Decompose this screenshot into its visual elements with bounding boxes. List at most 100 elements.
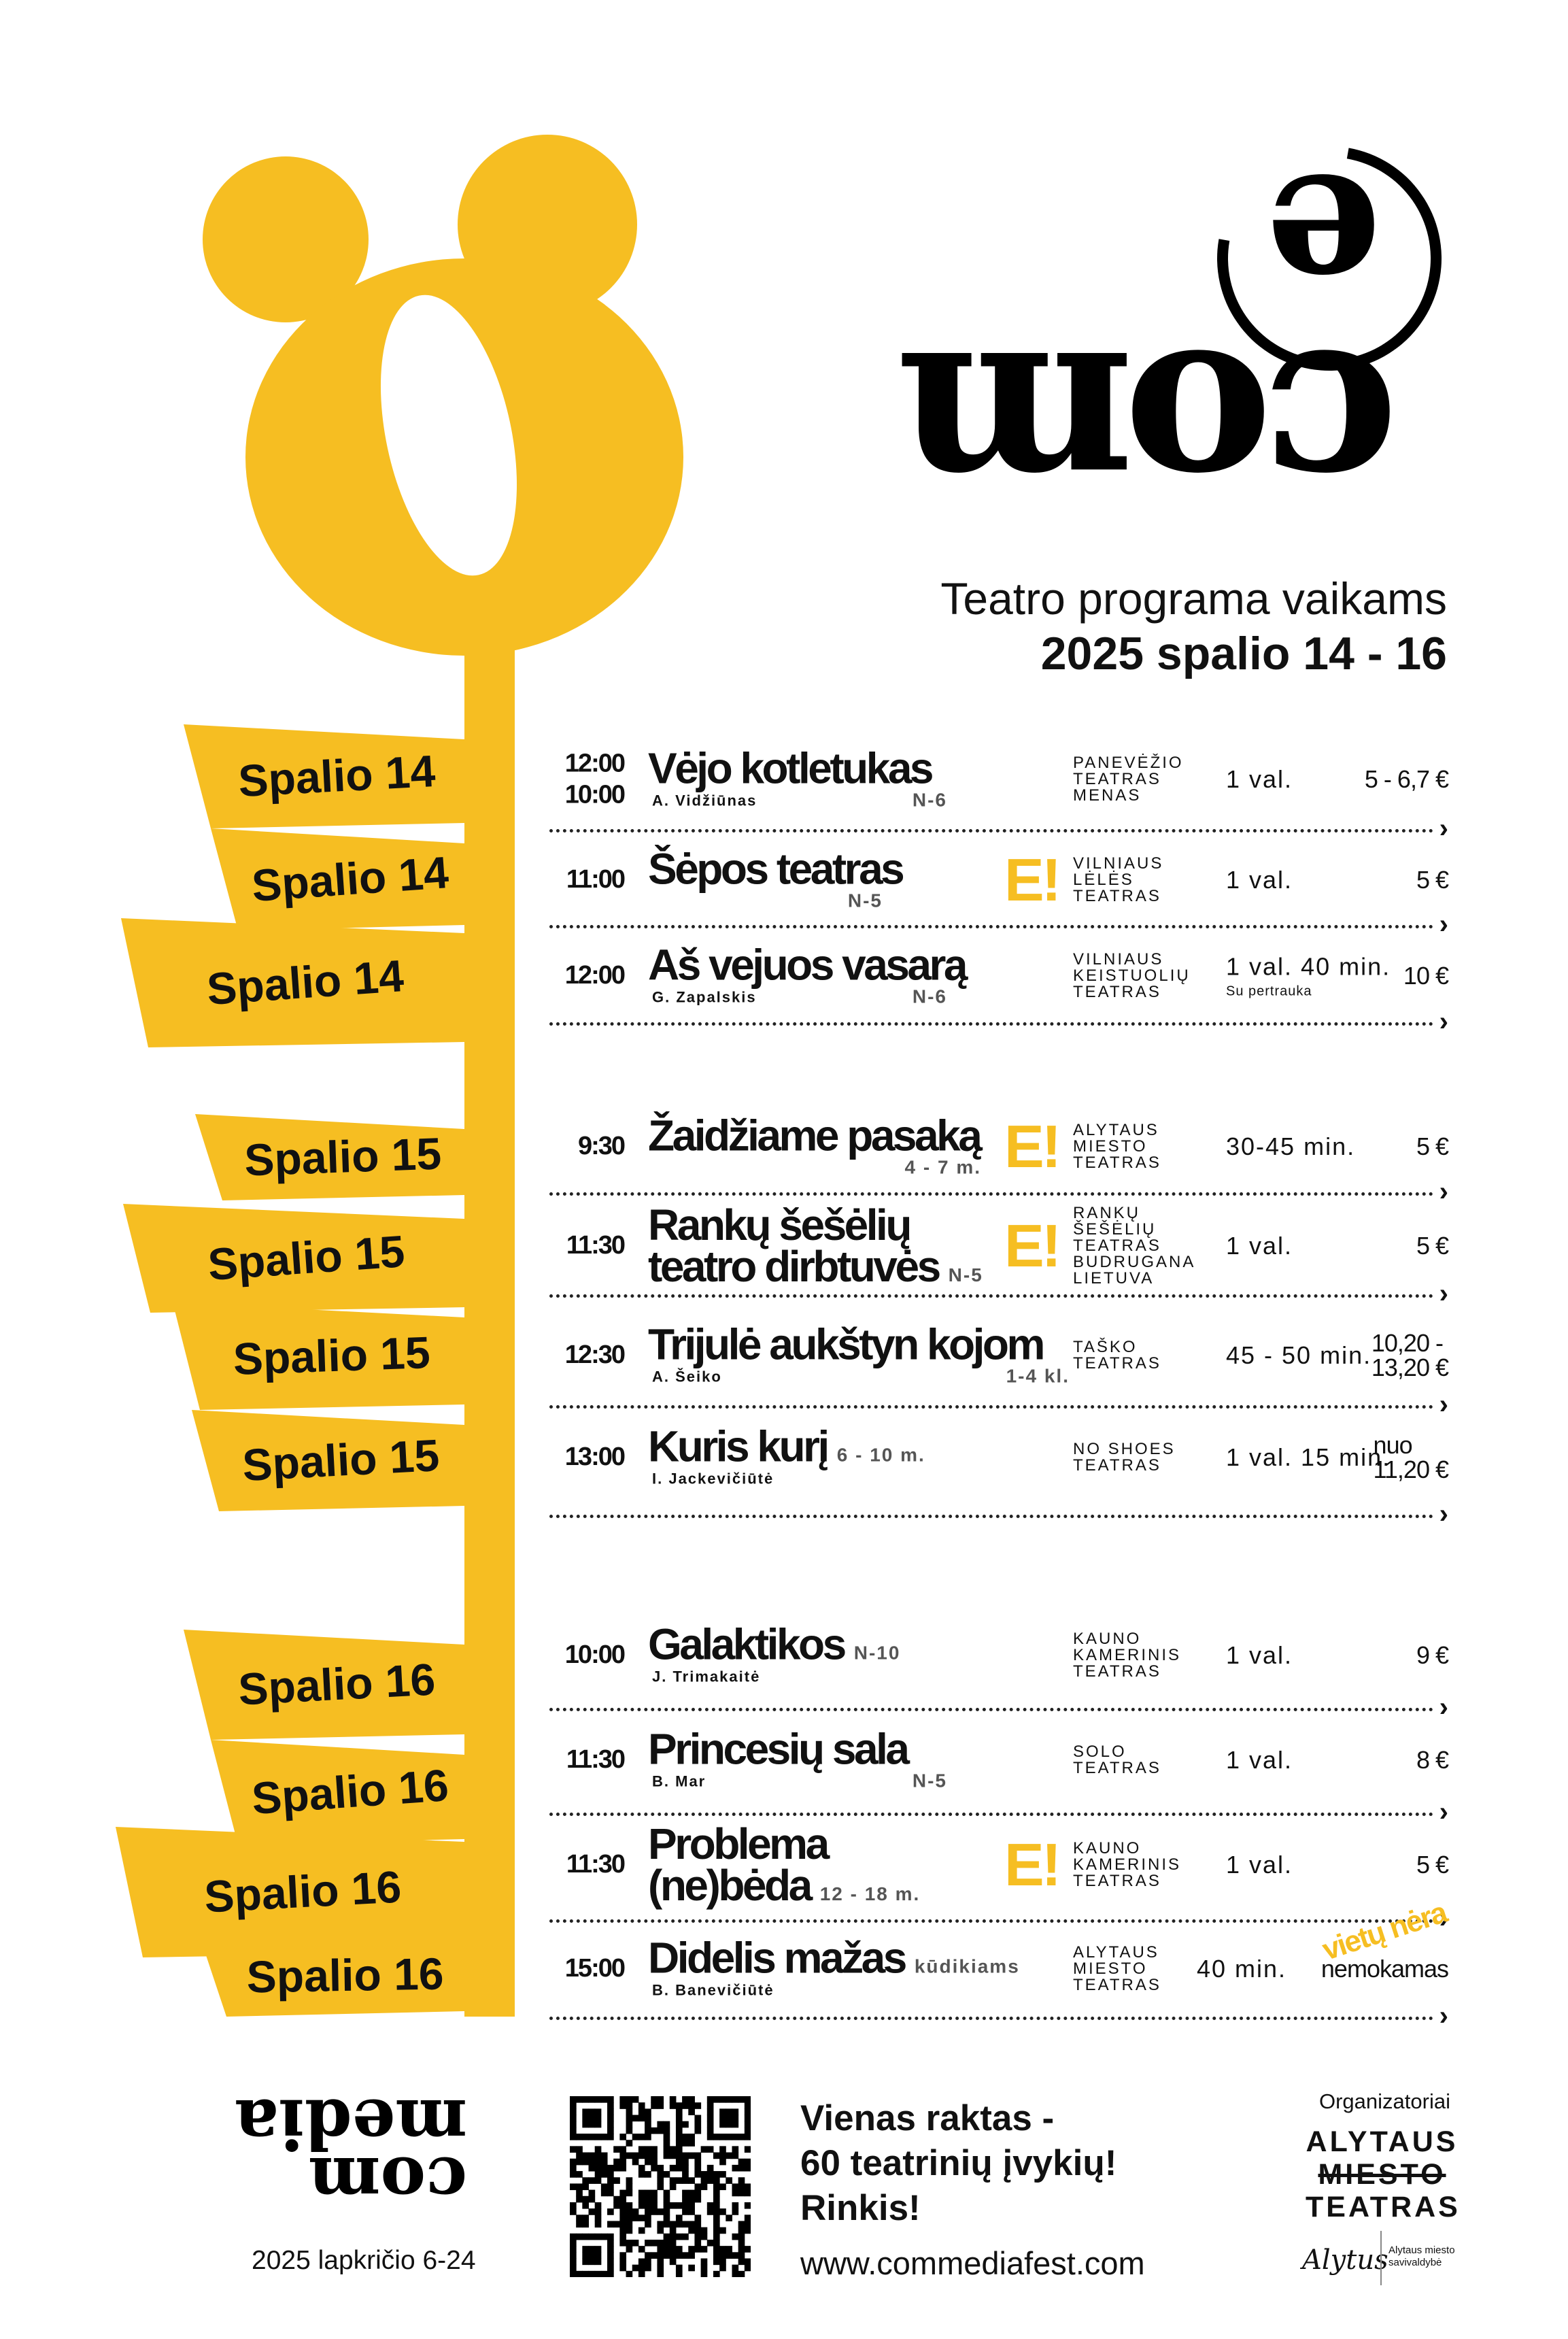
event-title: Galaktikos N-10 [648, 1619, 901, 1669]
event-row[interactable]: 12:00 Aš vejuos vasarą G. Zapalskis N-6 VILN… [544, 928, 1449, 1024]
event-price: nemokamas [1320, 1955, 1449, 1983]
event-row[interactable]: 12:30 Trijulė aukštyn kojom A. Šeiko 1-4 kl… [544, 1308, 1449, 1403]
event-title: Kuris kurį 6 - 10 m. [648, 1421, 925, 1471]
event-author: J. Trimakaitė [652, 1668, 761, 1685]
e-badge: E! [1004, 846, 1061, 913]
event-duration: 1 val. [1226, 1746, 1293, 1774]
event-duration: 1 val. [1226, 1641, 1293, 1669]
event-title: Žaidžiame pasaką [648, 1111, 983, 1160]
event-row[interactable]: 13:00 Kuris kurį 6 - 10 m. I. Jackevičiūtė N… [544, 1410, 1449, 1505]
event-price: 5 € [1416, 1851, 1449, 1879]
theatre-name: ALYTAUS MIESTO TEATRAS [1073, 1121, 1161, 1172]
chevron-right-icon: › [1439, 2001, 1448, 2031]
event-title: Šėpos teatras [648, 844, 905, 894]
event-row[interactable]: 15:00 Didelis mažas kūdikiams B. Banevičiūt… [544, 1896, 1450, 2017]
age-label: 6 - 10 m. [836, 1444, 925, 1466]
date-flag [211, 828, 464, 930]
event-title: Vėjo kotletukas [648, 743, 934, 793]
theatre-name: NO SHOES TEATRAS [1073, 1440, 1176, 1475]
event-time: 12:30 [564, 1341, 626, 1370]
chevron-right-icon: › [1439, 1692, 1448, 1722]
theatre-name: KAUNO KAMERINIS TEATRAS [1073, 1839, 1182, 1890]
date-flag [184, 1630, 464, 1740]
event-duration: 1 val. [1226, 1232, 1293, 1260]
date-flag [121, 918, 464, 1047]
event-title-block: Kuris kurį 6 - 10 m. I. Jackevičiūtė [648, 1421, 947, 1490]
dotted-arrow-divider: › [549, 2001, 1448, 2031]
date-flag [192, 1410, 464, 1511]
date-flag [199, 1935, 464, 2017]
age-label: N-5 [948, 1264, 983, 1285]
date-flag-label: Spalio 15 [233, 1327, 431, 1384]
event-time: 12:00 [564, 961, 626, 990]
event-row[interactable]: 11:30 Rankų šešėlių teatro dirbtuvės N-5 E! R… [544, 1198, 1449, 1294]
event-row[interactable]: 11:30 Problema (ne)bėda 12 - 18 m. E! KAUNO KA… [544, 1817, 1449, 1913]
alytus-signature-logo: Alytus [1302, 2244, 1388, 2276]
event-duration: 45 - 50 min. [1226, 1341, 1372, 1369]
event-author: B. Mar [652, 1772, 706, 1790]
dotted-arrow-divider: › [549, 1279, 1448, 1309]
event-title: Trijulė aukštyn kojom [648, 1319, 1045, 1369]
event-row[interactable]: 9:30 Žaidžiame pasaką 4 - 7 m. E! ALYTAUS MIE… [544, 1099, 1449, 1194]
theatre-name: RANKŲ ŠEŠĖLIŲ TEATRAS BUDRUGANA LIETUVA [1073, 1204, 1196, 1288]
dotted-arrow-divider: › [549, 1390, 1448, 1419]
logo-com-text: com [908, 300, 1399, 564]
event-price: 8 € [1416, 1746, 1449, 1774]
chevron-right-icon: › [1439, 1177, 1448, 1207]
dotted-arrow-divider: › [549, 1797, 1448, 1827]
subtitle: Teatro programa vaikams [940, 573, 1447, 624]
event-author: A. Šeiko [652, 1368, 722, 1385]
event-title-block: Vėjo kotletukas A. Vidžiūnas N-6 [648, 743, 947, 811]
event-time: 11:30 [566, 1745, 626, 1774]
website-link[interactable]: www.commediafest.com [800, 2245, 1145, 2281]
event-author: A. Vidžiūnas [652, 792, 757, 809]
date-flag-label: Spalio 15 [243, 1128, 442, 1185]
theatre-name: TAŠKO TEATRAS [1073, 1338, 1161, 1373]
event-time: 11:30 [566, 1231, 626, 1260]
theatre-name: VILNIAUS KEISTUOLIŲ TEATRAS [1073, 950, 1191, 1001]
event-row[interactable]: 12:00 10:00 Vėjo kotletukas A. Vidžiūnas N-… [544, 732, 1449, 827]
event-title-block: Problema (ne)bėda 12 - 18 m. [648, 1819, 921, 1907]
age-label: kūdikiams [914, 1955, 1020, 1977]
age-label: 12 - 18 m. [819, 1883, 921, 1904]
event-duration: 1 val. [1226, 866, 1293, 894]
chevron-right-icon: › [1439, 1007, 1448, 1037]
theatre-name: SOLO TEATRAS [1073, 1743, 1161, 1777]
event-time: 11:00 [566, 865, 626, 894]
event-time: 11:30 [566, 1850, 626, 1879]
age-label: N-6 [912, 986, 947, 1007]
age-label: N-6 [912, 789, 947, 811]
dotted-arrow-divider: › [549, 1904, 1448, 1934]
e-badge: E! [1004, 1113, 1061, 1180]
age-label: N-5 [912, 1770, 947, 1791]
event-time: 10:00 [564, 1640, 626, 1670]
event-title-block: Galaktikos N-10 J. Trimakaitė [648, 1619, 947, 1687]
chevron-right-icon: › [1439, 909, 1448, 939]
event-title-block: Princesių sala B. Mar N-5 [648, 1724, 947, 1792]
event-duration: 1 val. 15 min. [1226, 1443, 1391, 1471]
organizers-label: Organizatoriai [1319, 2089, 1450, 2113]
event-row[interactable]: 11:30 Princesių sala B. Mar N-5 SOLO TEATRAS 1… [544, 1713, 1449, 1808]
qr-code[interactable] [570, 2096, 751, 2277]
date-flag-label: Spalio 16 [203, 1861, 403, 1921]
chevron-right-icon: › [1439, 1904, 1448, 1934]
event-row[interactable]: 11:00 Šėpos teatras N-5 E! VILNIAUS LĖLĖS TEAT… [544, 832, 1449, 928]
event-title: Rankų šešėlių [648, 1200, 912, 1250]
chevron-right-icon: › [1439, 1499, 1448, 1529]
event-price: 5 € [1416, 1132, 1449, 1160]
event-title: Princesių sala [648, 1724, 910, 1774]
tagline: Vienas raktas - 60 teatrinių įvykių! Rin… [800, 2098, 1117, 2228]
event-title: Didelis mažas kūdikiams [648, 1933, 1020, 1983]
event-title: Problema [648, 1819, 830, 1869]
age-label: 4 - 7 m. [904, 1156, 981, 1178]
date-flag [173, 1302, 464, 1410]
event-time: 9:30 [577, 1132, 626, 1161]
event-duration: 30-45 min. [1226, 1132, 1356, 1160]
event-row[interactable]: 10:00 Galaktikos N-10 J. Trimakaitė KAUNO KAM… [544, 1608, 1449, 1703]
event-time: 15:00 [564, 1954, 626, 1983]
event-title-block: Šėpos teatras N-5 [648, 844, 905, 912]
event-title-block: Žaidžiame pasaką 4 - 7 m. [648, 1111, 983, 1179]
event-duration: 40 min. [1197, 1955, 1287, 1983]
dotted-arrow-divider: › [549, 1177, 1448, 1207]
